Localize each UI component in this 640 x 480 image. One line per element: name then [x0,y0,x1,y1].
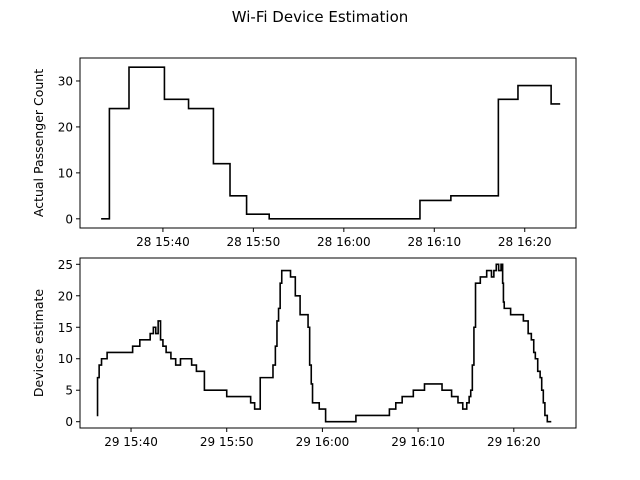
y-tick-label: 10 [58,352,73,366]
bottom-panel-device-estimate: Devices estimate 0 5 10 15 20 25 29 15:40 29 15… [31,257,577,449]
x-tick-label: 28 15:40 [136,235,190,249]
bottom-panel-frame [79,257,577,429]
bottom-panel-ylabel: Devices estimate [31,289,46,398]
y-tick-label: 25 [58,258,73,272]
y-tick-label: 0 [65,415,73,429]
x-tick-label: 29 16:10 [391,435,445,449]
x-tick-label: 29 15:50 [200,435,254,449]
y-tick-label: 20 [58,120,73,134]
x-tick-label: 28 16:00 [317,235,371,249]
series-line [101,66,561,220]
y-tick-label: 0 [65,212,73,226]
top-panel-frame [79,57,577,229]
x-tick-label: 29 16:00 [296,435,350,449]
x-tick-label: 29 16:20 [487,435,541,449]
x-tick-label: 28 16:10 [407,235,461,249]
top-panel-ylabel: Actual Passenger Count [31,69,46,217]
x-tick-label: 28 15:50 [227,235,281,249]
y-tick-label: 15 [58,321,73,335]
figure-title: Wi-Fi Device Estimation [232,8,409,26]
y-tick-label: 5 [65,384,73,398]
y-tick-label: 10 [58,166,73,180]
x-tick-label: 28 16:20 [498,235,552,249]
top-panel-passenger-count: Actual Passenger Count 0 10 20 30 28 15:40 28… [31,57,577,249]
y-tick-label: 20 [58,289,73,303]
y-tick-label: 30 [58,74,73,88]
series-line [96,263,552,423]
x-tick-label: 29 15:40 [104,435,158,449]
